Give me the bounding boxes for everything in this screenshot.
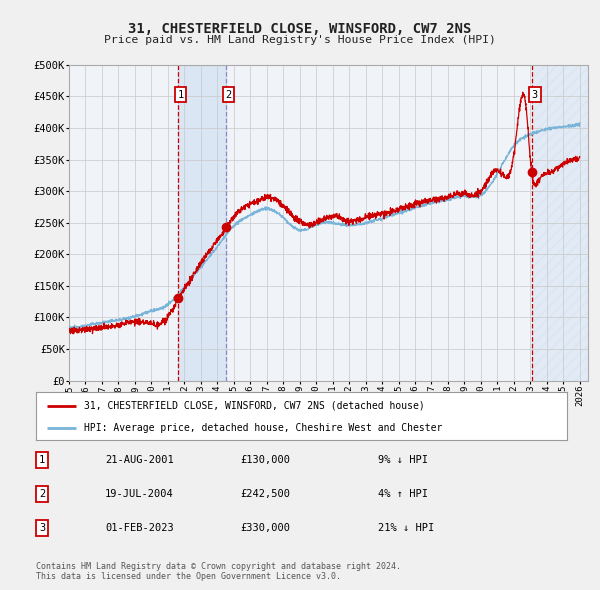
Bar: [178, 65, 226, 381]
Text: 31, CHESTERFIELD CLOSE, WINSFORD, CW7 2NS: 31, CHESTERFIELD CLOSE, WINSFORD, CW7 2N…: [128, 22, 472, 36]
Text: 9% ↓ HPI: 9% ↓ HPI: [378, 455, 428, 464]
Text: £330,000: £330,000: [240, 523, 290, 533]
Text: 3: 3: [39, 523, 45, 533]
Text: 01-FEB-2023: 01-FEB-2023: [105, 523, 174, 533]
Text: Price paid vs. HM Land Registry's House Price Index (HPI): Price paid vs. HM Land Registry's House …: [104, 35, 496, 45]
Text: 1: 1: [39, 455, 45, 464]
Text: £242,500: £242,500: [240, 489, 290, 499]
Text: 3: 3: [532, 90, 538, 100]
Text: Contains HM Land Registry data © Crown copyright and database right 2024.
This d: Contains HM Land Registry data © Crown c…: [36, 562, 401, 581]
Bar: [532, 65, 588, 381]
Text: 1: 1: [178, 90, 184, 100]
Text: 4% ↑ HPI: 4% ↑ HPI: [378, 489, 428, 499]
Text: 31, CHESTERFIELD CLOSE, WINSFORD, CW7 2NS (detached house): 31, CHESTERFIELD CLOSE, WINSFORD, CW7 2N…: [84, 401, 425, 411]
Text: £130,000: £130,000: [240, 455, 290, 464]
Text: 19-JUL-2004: 19-JUL-2004: [105, 489, 174, 499]
Text: 21% ↓ HPI: 21% ↓ HPI: [378, 523, 434, 533]
Text: 2: 2: [39, 489, 45, 499]
Text: 2: 2: [226, 90, 232, 100]
Text: HPI: Average price, detached house, Cheshire West and Chester: HPI: Average price, detached house, Ches…: [84, 423, 442, 432]
Text: 21-AUG-2001: 21-AUG-2001: [105, 455, 174, 464]
